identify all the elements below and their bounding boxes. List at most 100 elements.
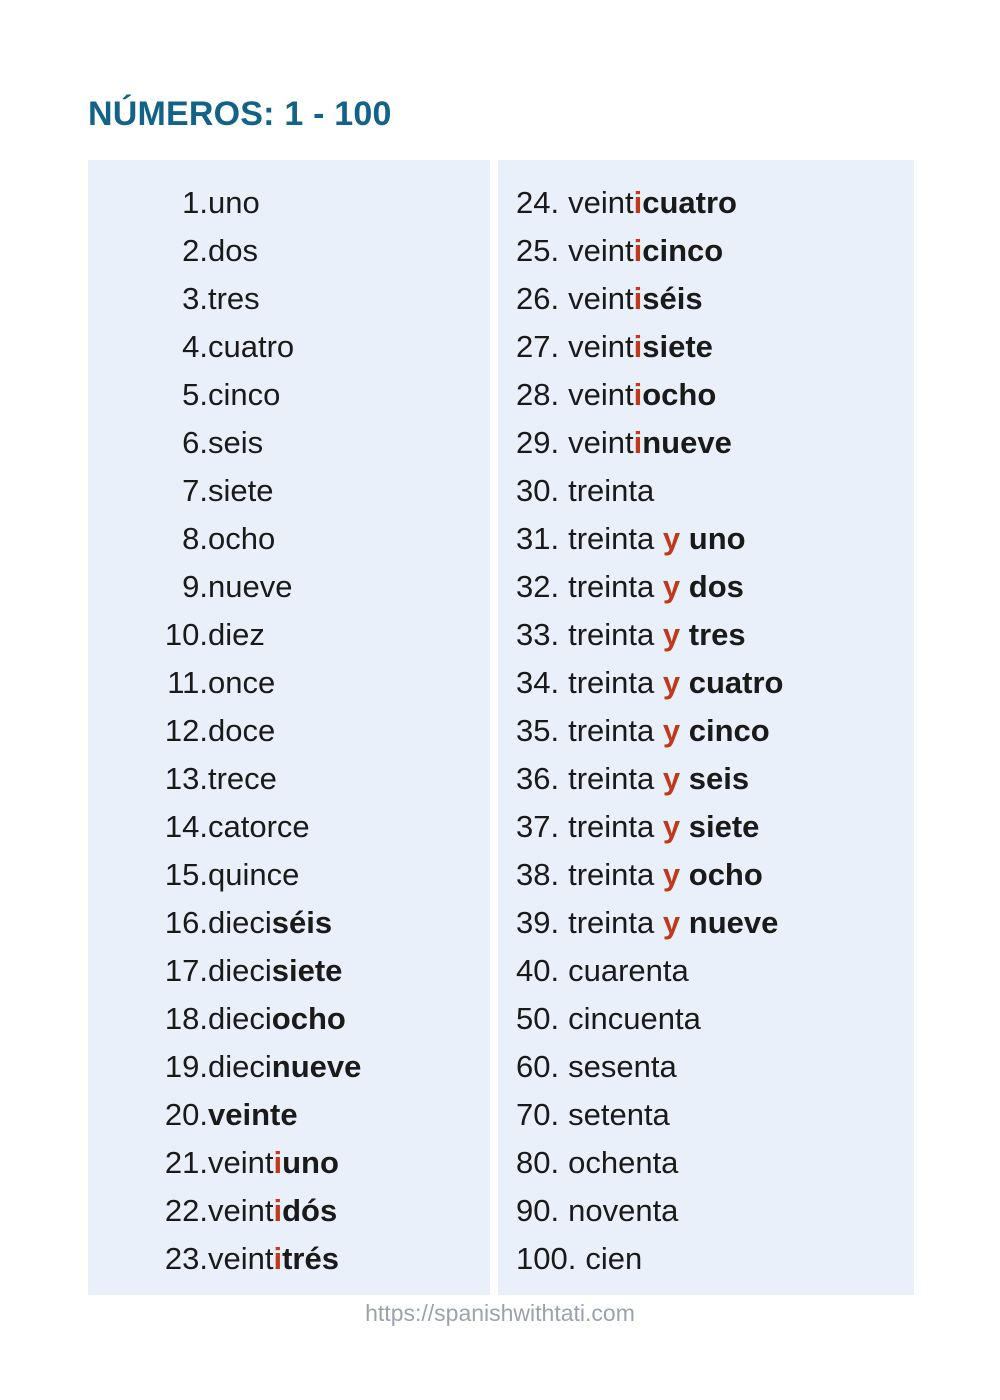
word-segment-bold: cinco (642, 233, 724, 268)
list-item-number: 19. (164, 1049, 208, 1084)
list-item: 33. treinta y tres (516, 611, 914, 659)
list-item-number: 14. (164, 809, 208, 844)
list-item: 3. tres (88, 275, 490, 323)
word-segment-accent: i (633, 329, 643, 364)
word-segment-accent: i (273, 1145, 283, 1180)
list-item-number: 31. (516, 521, 560, 556)
word-segment-plain: noventa (568, 1193, 679, 1228)
page-title: NÚMEROS: 1 - 100 (88, 95, 392, 133)
word-segment-bold: dós (282, 1193, 338, 1228)
list-item-word: seis (208, 419, 263, 467)
word-segment-bold: dos (680, 569, 744, 604)
list-item-word: treinta y dos (568, 563, 744, 611)
list-item: 27. veintisiete (516, 323, 914, 371)
list-item-word: cien (585, 1235, 642, 1283)
list-item-word: sesenta (568, 1043, 677, 1091)
word-segment-plain: veint (568, 377, 634, 412)
list-item-number: 30. (516, 473, 560, 508)
word-segment-plain: veint (208, 1145, 274, 1180)
list-item-word: treinta y ocho (568, 851, 763, 899)
list-item-word: veinticuatro (568, 179, 737, 227)
list-item-number: 11. (167, 665, 208, 700)
list-item: 37. treinta y siete (516, 803, 914, 851)
list-item-word: once (208, 659, 275, 707)
word-segment-plain: treinta (568, 617, 663, 652)
list-item: 30. treinta (516, 467, 914, 515)
list-item-number: 28. (516, 377, 560, 412)
list-item-word: treinta y siete (568, 803, 759, 851)
list-item: 28. veintiocho (516, 371, 914, 419)
list-item-word: setenta (568, 1091, 670, 1139)
word-segment-plain: treinta (568, 857, 663, 892)
list-item: 11. once (88, 659, 490, 707)
word-segment-accent: i (633, 377, 643, 412)
list-item-word: ochenta (568, 1139, 678, 1187)
word-segment-accent: i (633, 185, 643, 220)
list-item-number: 27. (516, 329, 560, 364)
word-segment-accent: y (662, 569, 681, 604)
word-segment-bold: uno (282, 1145, 339, 1180)
list-item-number: 32. (516, 569, 560, 604)
list-item-word: treinta y seis (568, 755, 749, 803)
list-item-word: siete (208, 467, 273, 515)
list-item-word: veintinueve (568, 419, 732, 467)
number-list-left: 1. uno 2. dos 3. tres 4. cuatro 5. cinco 6. seis 7. s… (88, 160, 490, 1283)
list-item-word: ocho (208, 515, 275, 563)
word-segment-bold: nueve (680, 905, 779, 940)
list-item: 21. veintiuno (88, 1139, 490, 1187)
list-item-number: 24. (516, 185, 560, 220)
word-segment-plain: veint (568, 233, 634, 268)
list-item: 34. treinta y cuatro (516, 659, 914, 707)
list-item-number: 37. (516, 809, 560, 844)
list-item: 24. veinticuatro (516, 179, 914, 227)
word-segment-accent: y (662, 713, 681, 748)
word-segment-bold: ocho (680, 857, 763, 892)
list-item: 20. veinte (88, 1091, 490, 1139)
list-item-number: 18. (164, 1001, 208, 1036)
word-segment-plain: treinta (568, 761, 663, 796)
list-item-number: 2. (182, 233, 208, 268)
list-item: 4. cuatro (88, 323, 490, 371)
right-number-column: 24. veinticuatro 25. veinticinco 26. veintisé… (498, 160, 914, 1295)
word-segment-plain: treinta (568, 713, 663, 748)
list-item-number: 39. (516, 905, 560, 940)
list-item-word: treinta y uno (568, 515, 745, 563)
list-item-number: 16. (164, 905, 208, 940)
list-item: 25. veinticinco (516, 227, 914, 275)
word-segment-plain: once (208, 665, 276, 700)
word-segment-plain: siete (208, 473, 274, 508)
word-segment-plain: veint (568, 185, 634, 220)
list-item-word: cincuenta (568, 995, 701, 1043)
word-segment-plain: cuatro (208, 329, 295, 364)
list-item-number: 100. (516, 1241, 577, 1276)
word-segment-bold: veinte (208, 1097, 298, 1132)
word-segment-bold: ocho (642, 377, 717, 412)
word-segment-plain: tres (208, 281, 260, 316)
word-segment-accent: i (633, 425, 643, 460)
word-segment-accent: y (662, 617, 681, 652)
word-segment-bold: séis (642, 281, 703, 316)
word-segment-plain: treinta (568, 905, 663, 940)
list-item-word: treinta y cinco (568, 707, 770, 755)
word-segment-accent: y (662, 857, 681, 892)
list-item-number: 36. (516, 761, 560, 796)
list-item-number: 23. (164, 1241, 208, 1276)
word-segment-plain: cincuenta (568, 1001, 701, 1036)
list-item-number: 70. (516, 1097, 560, 1132)
list-item: 16. dieciséis (88, 899, 490, 947)
list-item-word: dos (208, 227, 258, 275)
list-item: 5. cinco (88, 371, 490, 419)
list-item-word: veintiocho (568, 371, 716, 419)
word-segment-plain: quince (208, 857, 300, 892)
list-item-number: 50. (516, 1001, 560, 1036)
word-segment-plain: veint (208, 1193, 274, 1228)
word-segment-plain: ochenta (568, 1145, 679, 1180)
list-item-number: 9. (182, 569, 208, 604)
list-item-word: veinticinco (568, 227, 723, 275)
list-item-word: cuatro (208, 323, 294, 371)
list-item-number: 6. (182, 425, 208, 460)
list-item-word: noventa (568, 1187, 678, 1235)
list-item: 2. dos (88, 227, 490, 275)
list-item-word: treinta y cuatro (568, 659, 783, 707)
list-item: 40. cuarenta (516, 947, 914, 995)
